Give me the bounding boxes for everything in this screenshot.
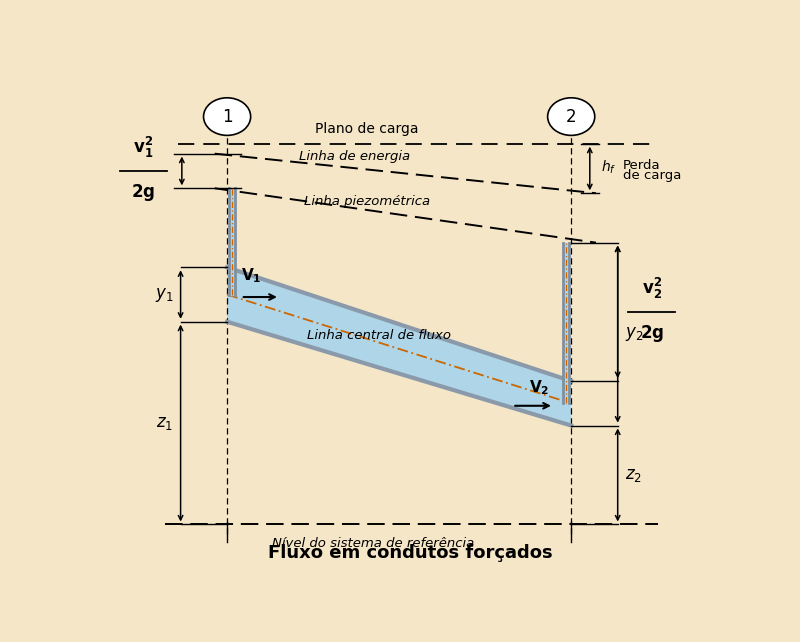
- Text: $y_2$: $y_2$: [625, 325, 644, 343]
- Text: $\mathbf{2g}$: $\mathbf{2g}$: [640, 323, 664, 343]
- Text: $\mathbf{v_2^2}$: $\mathbf{v_2^2}$: [642, 276, 662, 301]
- Text: 2: 2: [566, 108, 577, 126]
- Text: $\mathbf{2g}$: $\mathbf{2g}$: [131, 182, 155, 203]
- Text: $z_2$: $z_2$: [625, 466, 642, 484]
- Text: $z_1$: $z_1$: [156, 414, 173, 432]
- Text: Nível do sistema de referência: Nível do sistema de referência: [272, 537, 474, 550]
- Polygon shape: [227, 267, 571, 426]
- Circle shape: [203, 98, 250, 135]
- Text: 1: 1: [222, 108, 233, 126]
- Text: Linha de energia: Linha de energia: [298, 150, 410, 162]
- Circle shape: [548, 98, 594, 135]
- Text: de carga: de carga: [622, 169, 681, 182]
- Text: Fluxo em condutos forçados: Fluxo em condutos forçados: [268, 544, 552, 562]
- Text: Linha central de fluxo: Linha central de fluxo: [307, 329, 451, 342]
- Text: $h_f$: $h_f$: [601, 159, 617, 176]
- Text: Linha piezométrica: Linha piezométrica: [303, 195, 430, 208]
- Text: Plano de carga: Plano de carga: [315, 122, 418, 136]
- Text: Perda: Perda: [622, 159, 660, 172]
- Text: $y_1$: $y_1$: [154, 286, 173, 304]
- Text: $\mathbf{V_2}$: $\mathbf{V_2}$: [529, 378, 550, 397]
- Text: $\mathbf{v_1^2}$: $\mathbf{v_1^2}$: [134, 135, 154, 160]
- Text: $\mathbf{V_1}$: $\mathbf{V_1}$: [241, 266, 262, 284]
